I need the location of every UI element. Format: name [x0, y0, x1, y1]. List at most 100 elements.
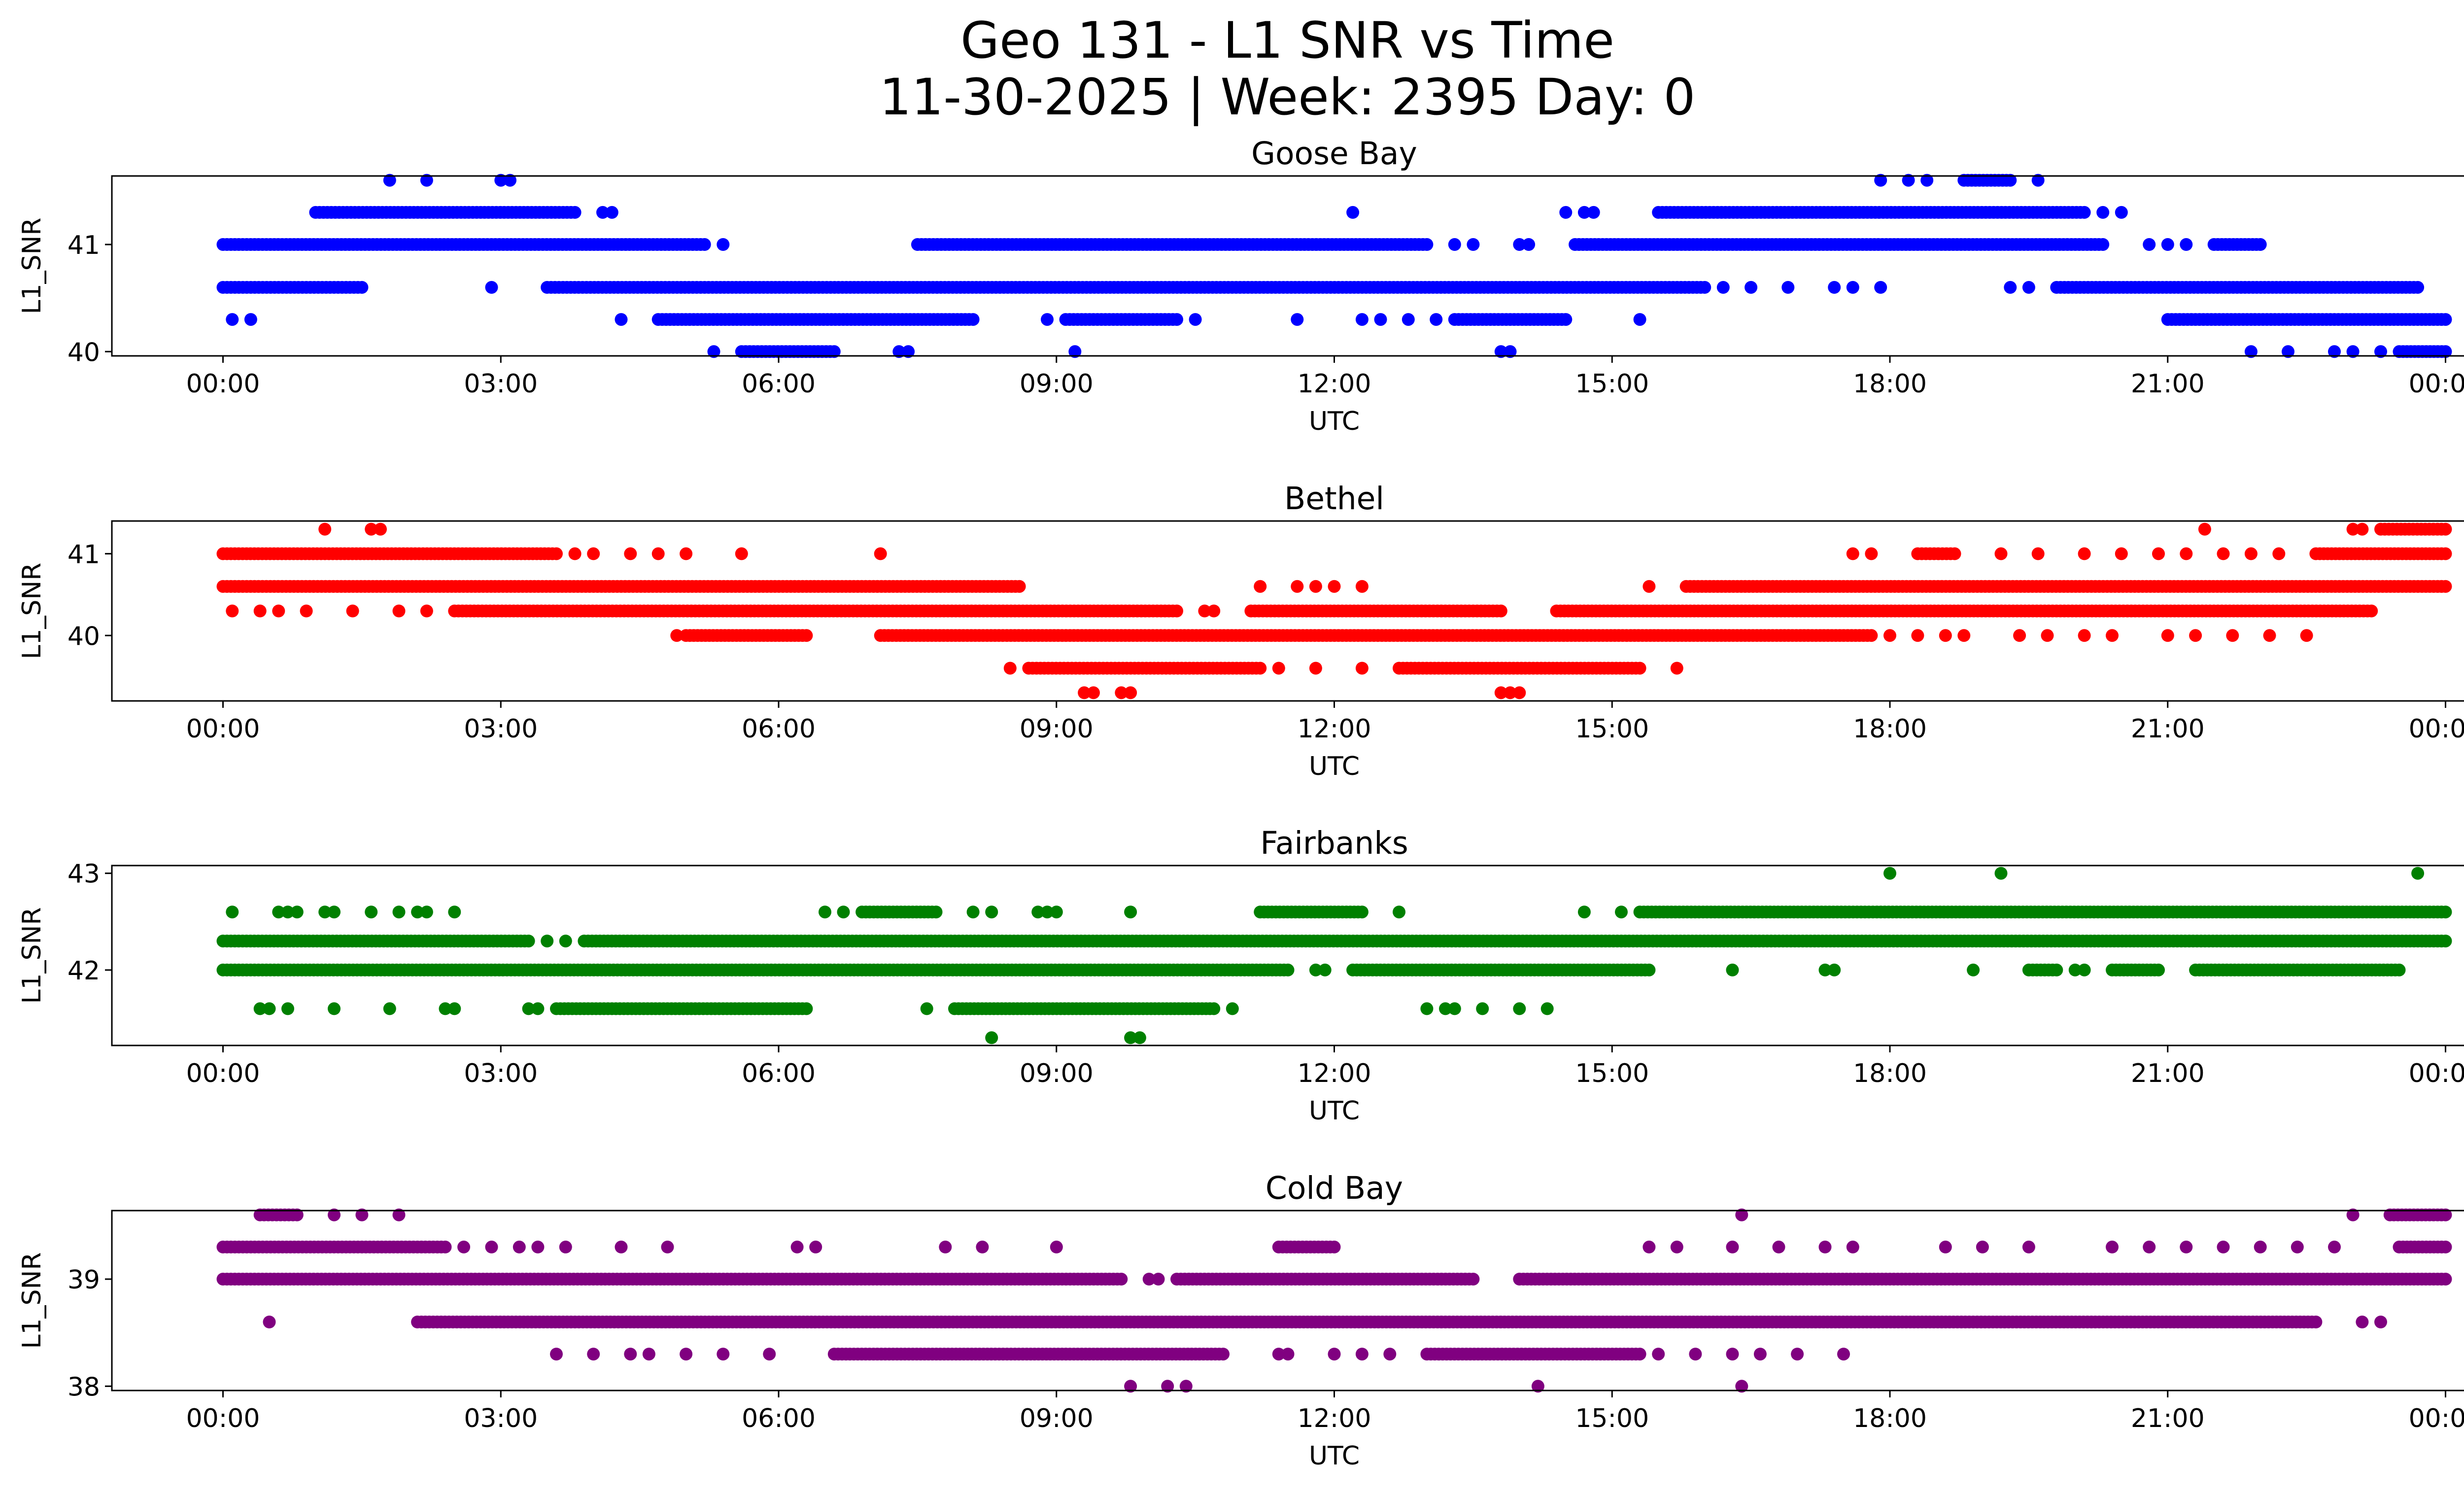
data-point-goose-bay [1874, 281, 1887, 294]
data-point-goose-bay [355, 281, 369, 294]
data-point-bethel [2300, 629, 2313, 642]
data-point-bethel [1494, 604, 1507, 618]
data-point-fairbanks [1393, 905, 1405, 919]
data-point-goose-bay [2096, 206, 2110, 219]
data-point-bethel [2013, 629, 2026, 642]
data-point-bethel [346, 604, 359, 618]
subplot-title-fairbanks: Fairbanks [1260, 825, 1408, 861]
x-tick-label: 06:00 [742, 1059, 816, 1088]
x-tick-label: 15:00 [1575, 369, 1649, 399]
data-point-goose-bay [2022, 281, 2035, 294]
x-tick-label: 00:00 [186, 714, 260, 744]
data-point-cold-bay [439, 1240, 452, 1253]
data-point-bethel [651, 547, 665, 560]
y-tick-label: 41 [68, 231, 100, 260]
data-point-fairbanks [226, 905, 239, 919]
data-point-goose-bay [1504, 345, 1517, 358]
data-point-bethel [550, 547, 563, 560]
data-point-fairbanks [2050, 963, 2063, 976]
data-point-bethel [272, 604, 285, 618]
data-point-fairbanks [365, 905, 378, 919]
data-point-goose-bay [827, 345, 841, 358]
data-point-bethel [1309, 580, 1322, 593]
data-point-fairbanks [559, 935, 572, 948]
data-point-fairbanks [522, 935, 535, 948]
data-point-bethel [1948, 547, 1961, 560]
data-point-goose-bay [1467, 238, 1480, 251]
x-tick-label: 15:00 [1575, 1059, 1649, 1088]
data-point-fairbanks [985, 905, 998, 919]
data-point-fairbanks [1513, 1002, 1526, 1015]
x-tick-label: 21:00 [2131, 369, 2205, 399]
data-point-fairbanks [1577, 905, 1591, 919]
data-point-bethel [2106, 629, 2119, 642]
x-axis-label-bethel: UTC [1309, 752, 1360, 781]
axes-frame-goose-bay [111, 175, 2464, 357]
data-point-bethel [1670, 661, 1683, 675]
x-tick-label: 09:00 [1020, 714, 1094, 744]
data-point-goose-bay [1041, 313, 1054, 326]
data-point-goose-bay [1745, 281, 1758, 294]
data-point-fairbanks [1994, 867, 2008, 880]
data-point-bethel [2161, 629, 2174, 642]
data-point-bethel [1272, 661, 1285, 675]
scatter-series-goose-bay [216, 174, 2452, 358]
data-point-bethel [670, 629, 684, 642]
data-point-goose-bay [2346, 345, 2360, 358]
data-point-bethel [253, 604, 267, 618]
data-point-bethel [1633, 661, 1646, 675]
data-point-fairbanks [929, 905, 943, 919]
data-point-goose-bay [1522, 238, 1536, 251]
data-point-bethel [568, 547, 582, 560]
data-point-bethel [420, 604, 433, 618]
data-point-goose-bay [2004, 174, 2017, 187]
data-point-bethel [587, 547, 600, 560]
x-tick-label: 00:00 [2409, 369, 2464, 399]
data-point-bethel [1170, 604, 1183, 618]
data-point-fairbanks [966, 905, 980, 919]
data-point-fairbanks [1828, 963, 1841, 976]
data-point-fairbanks [383, 1002, 396, 1015]
x-tick-label: 00:00 [186, 1059, 260, 1088]
data-point-cold-bay [1328, 1240, 1341, 1253]
data-point-fairbanks [1726, 963, 1739, 976]
data-point-goose-bay [383, 174, 396, 187]
data-point-goose-bay [2328, 345, 2341, 358]
figure-title-line2: 11-30-2025 | Week: 2395 Day: 0 [879, 68, 1696, 127]
data-point-fairbanks [985, 1031, 998, 1044]
data-point-bethel [392, 604, 406, 618]
data-point-goose-bay [2161, 238, 2174, 251]
data-point-goose-bay [2096, 238, 2110, 251]
data-point-bethel [1254, 661, 1267, 675]
data-point-goose-bay [1633, 313, 1646, 326]
data-point-goose-bay [1448, 238, 1461, 251]
x-tick-label: 18:00 [1853, 1059, 1927, 1088]
data-point-bethel [2365, 604, 2378, 618]
x-tick-label: 12:00 [1298, 369, 1371, 399]
data-point-bethel [2078, 547, 2091, 560]
data-point-bethel [1124, 686, 1137, 699]
data-point-bethel [800, 629, 813, 642]
x-tick-label: 03:00 [464, 369, 538, 399]
data-point-goose-bay [2143, 238, 2156, 251]
data-point-goose-bay [1920, 174, 1934, 187]
x-axis-label-fairbanks: UTC [1309, 1096, 1360, 1126]
data-point-fairbanks [420, 905, 433, 919]
data-point-bethel [1513, 686, 1526, 699]
data-point-goose-bay [707, 345, 720, 358]
data-point-goose-bay [494, 174, 508, 187]
data-point-fairbanks [920, 1002, 933, 1015]
data-point-fairbanks [2393, 963, 2406, 976]
data-point-fairbanks [1643, 963, 1656, 976]
data-point-goose-bay [2439, 345, 2452, 358]
data-point-fairbanks [448, 1002, 461, 1015]
data-point-fairbanks [290, 905, 304, 919]
data-point-fairbanks [2078, 963, 2091, 976]
data-point-bethel [1957, 629, 1971, 642]
data-point-bethel [735, 547, 748, 560]
data-point-fairbanks [2152, 963, 2165, 976]
